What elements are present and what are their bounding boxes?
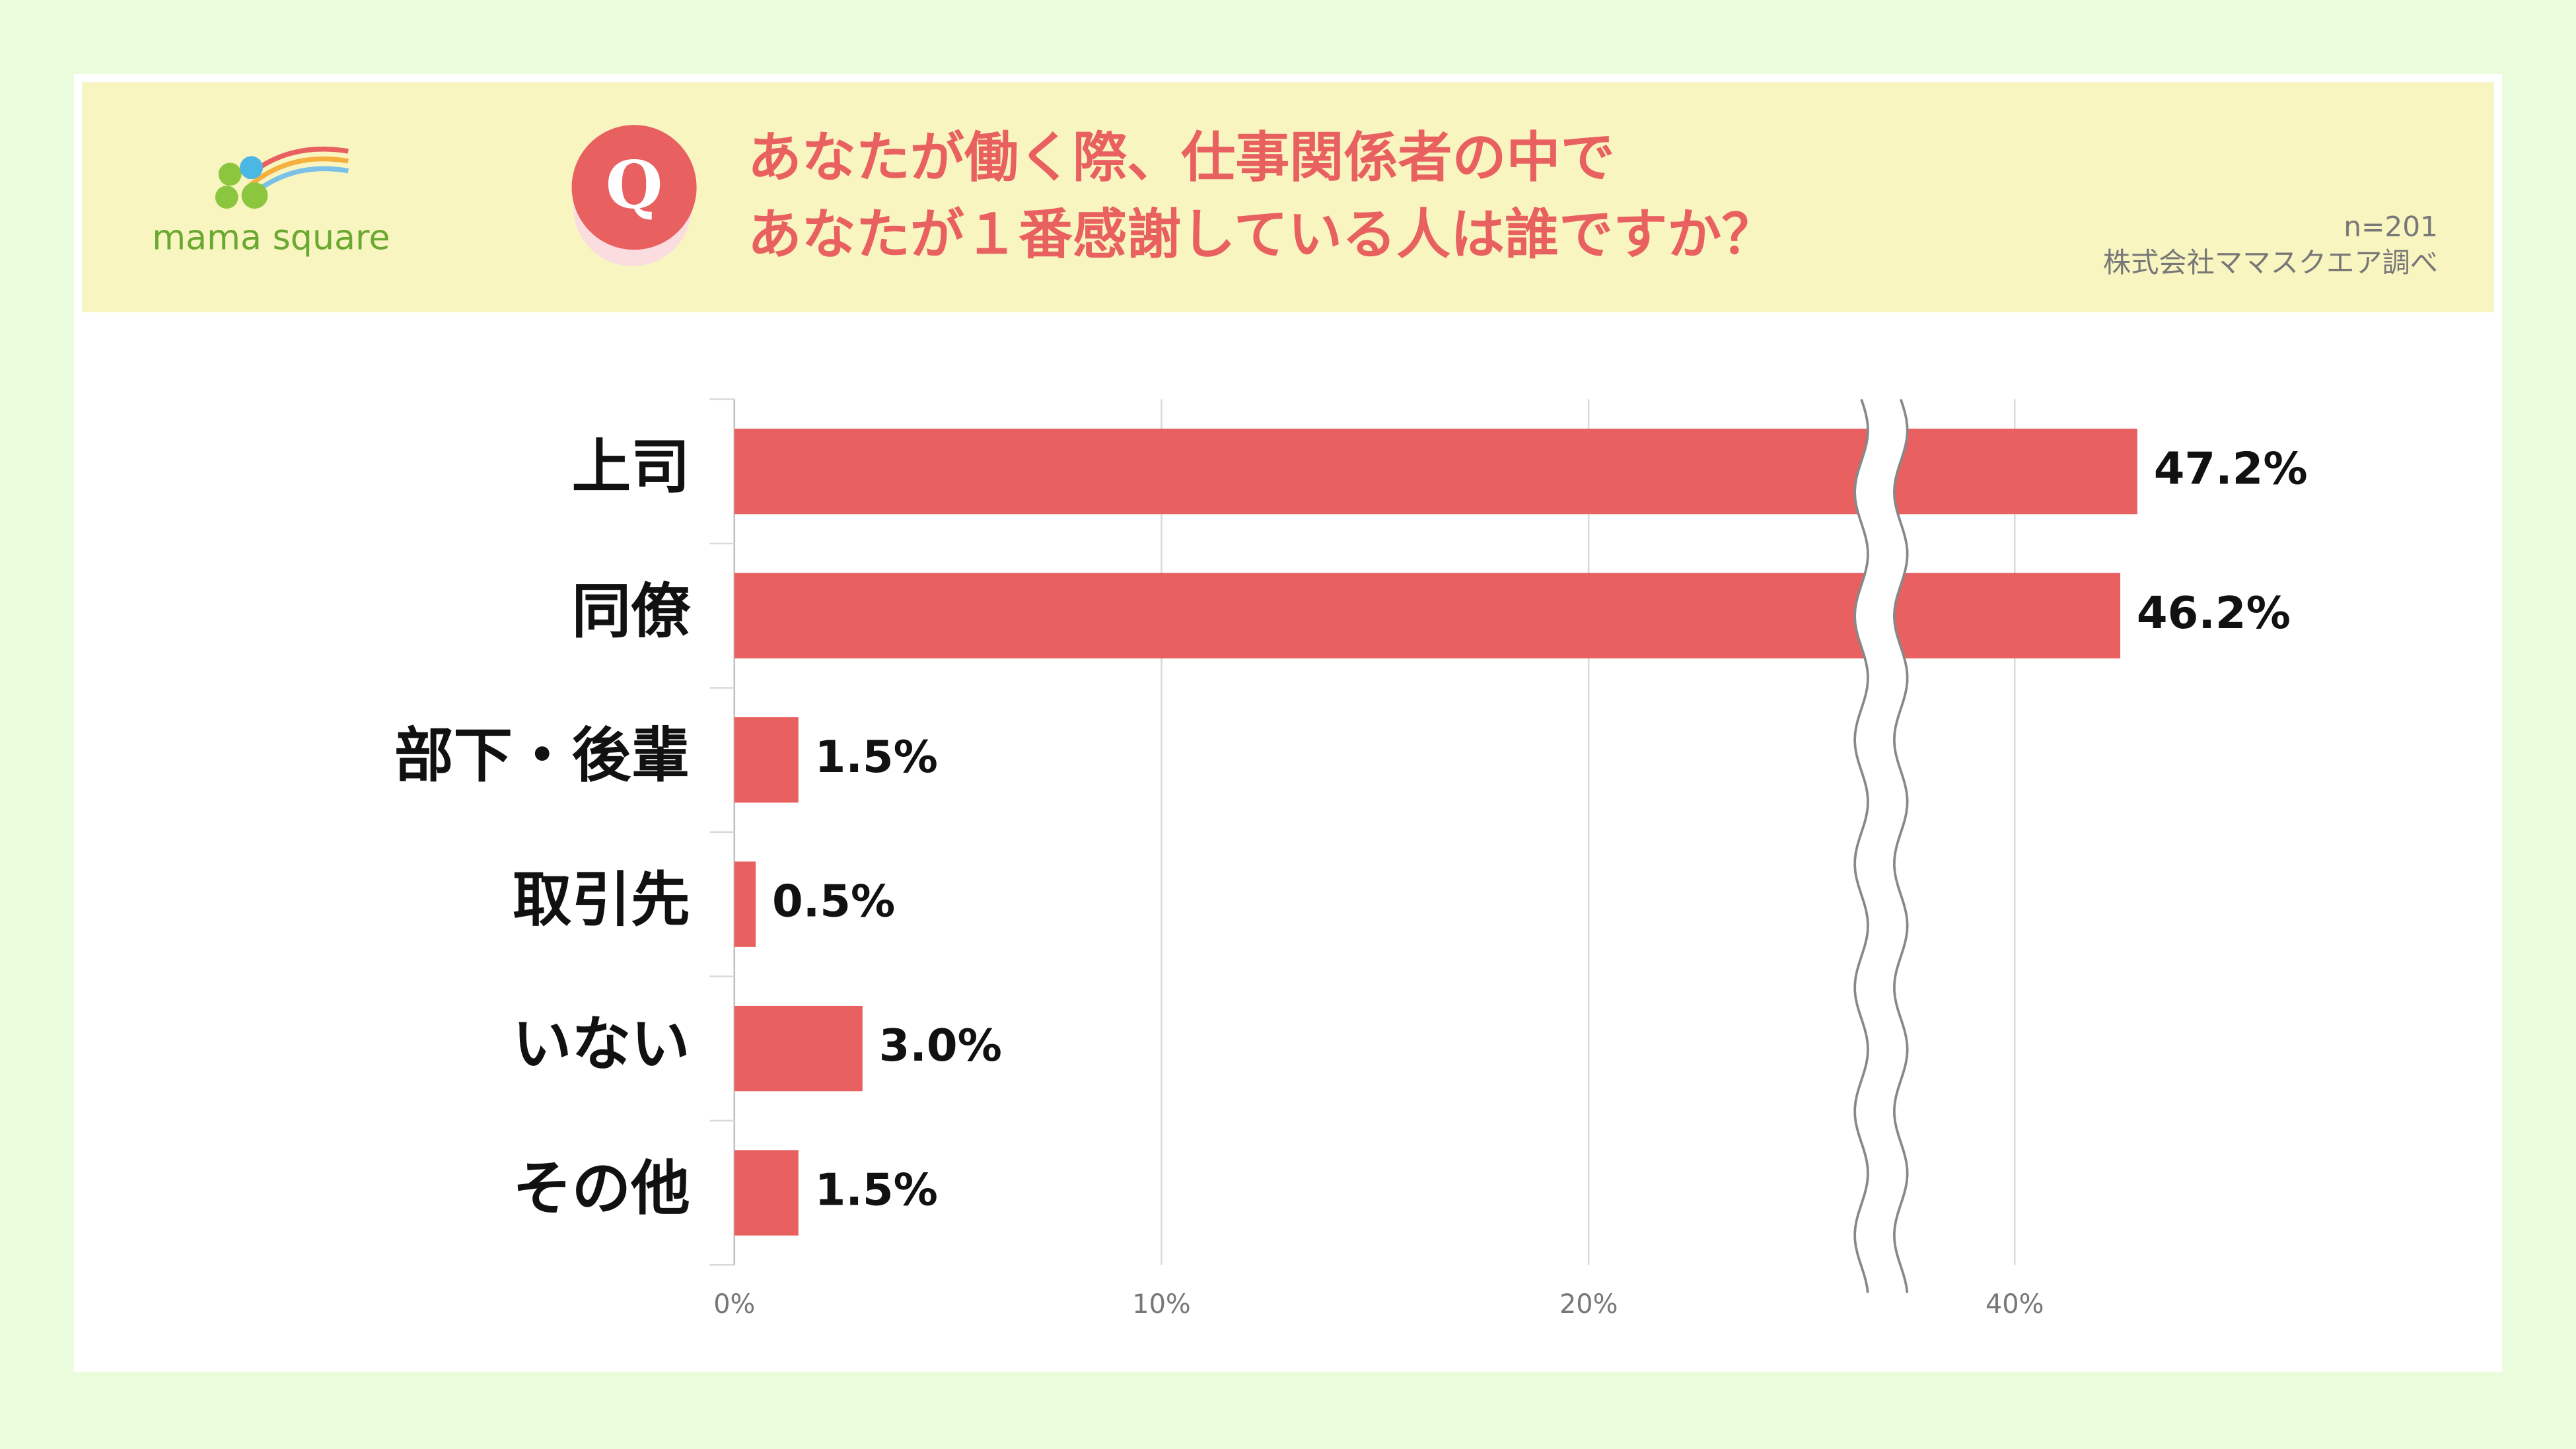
x-tick-label: 10% bbox=[1132, 1289, 1190, 1320]
value-label: 0.5% bbox=[772, 876, 895, 927]
source: 株式会社ママスクエア調べ bbox=[2103, 246, 2438, 279]
axis-break-edge bbox=[1892, 398, 1909, 1293]
value-label: 1.5% bbox=[815, 1164, 938, 1216]
logo-icon bbox=[215, 147, 349, 209]
value-label: 1.5% bbox=[815, 731, 938, 783]
bar bbox=[734, 861, 756, 947]
x-tick-label: 0% bbox=[713, 1289, 755, 1320]
bar bbox=[734, 1005, 863, 1092]
category-label: 同僚 bbox=[572, 578, 692, 647]
x-tick-label: 20% bbox=[1559, 1289, 1618, 1320]
category-label: 上司 bbox=[572, 433, 690, 502]
logo-text: mama square bbox=[152, 218, 390, 258]
axis-break-edge bbox=[1853, 398, 1869, 1293]
header bbox=[82, 82, 2494, 312]
x-tick-label: 40% bbox=[1986, 1289, 2044, 1320]
bar bbox=[734, 573, 2121, 658]
badge-text: Q bbox=[606, 147, 663, 224]
bar bbox=[734, 717, 799, 803]
badge bbox=[571, 125, 697, 250]
bar bbox=[734, 1150, 799, 1236]
category-label: いない bbox=[513, 1010, 690, 1079]
sample-size: n=201 bbox=[2343, 210, 2438, 242]
value-label: 47.2% bbox=[2154, 442, 2308, 494]
category-label: 取引先 bbox=[513, 866, 690, 935]
category-label: 部下・後輩 bbox=[394, 722, 690, 791]
category-label: その他 bbox=[513, 1154, 690, 1223]
bar bbox=[734, 429, 2137, 514]
title-line: あなたが１番感謝している人は誰ですか？ bbox=[748, 203, 1776, 266]
value-label: 3.0% bbox=[879, 1020, 1002, 1071]
title-line: あなたが働く際、仕事関係者の中で bbox=[748, 126, 1615, 189]
value-label: 46.2% bbox=[2137, 587, 2291, 639]
